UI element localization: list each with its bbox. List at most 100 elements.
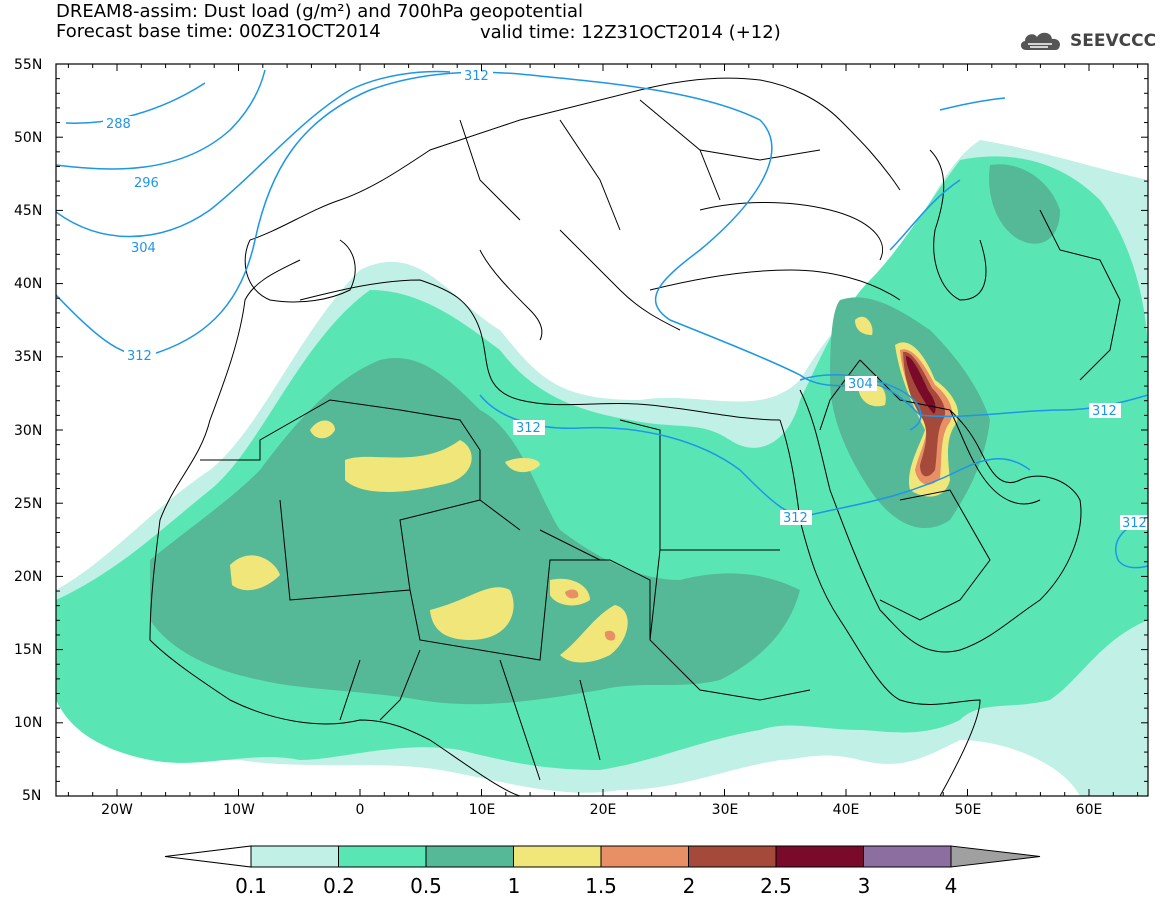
lat-label: 30N: [14, 423, 42, 439]
lat-label: 45N: [14, 203, 42, 219]
contour-296: [56, 69, 266, 170]
lat-label: 25N: [14, 496, 42, 512]
lat-label: 55N: [14, 57, 42, 73]
border-11: [459, 119, 621, 231]
dust-field-1-h: [855, 316, 873, 335]
lat-label: 50N: [14, 130, 42, 146]
border-9: [339, 649, 421, 721]
dust-field-1-b: [230, 555, 280, 591]
lon-label: 60E: [1076, 802, 1103, 818]
dust-field-1-5-sudan: [604, 630, 616, 641]
coastline-europe: [249, 77, 901, 241]
colorbar-box: [513, 845, 602, 868]
coastline-north-africa: [299, 279, 781, 421]
contour-288: [65, 82, 206, 124]
contour-304-mideast: [799, 374, 922, 431]
coastline-persian-gulf: [949, 409, 1041, 505]
coastline-black-sea: [699, 202, 883, 261]
border-8: [1039, 209, 1121, 381]
colorbar-box: [688, 845, 777, 868]
contour-304: [56, 70, 451, 238]
lon-label: 20E: [590, 802, 617, 818]
colorbar-tick: 0.1: [235, 874, 267, 898]
border-5: [649, 549, 811, 701]
lon-label: 10W: [223, 802, 255, 818]
colorbar-box: [600, 845, 689, 868]
dust-field-1-f: [310, 420, 335, 439]
cloud-icon: [1020, 32, 1061, 50]
colorbar-box: [775, 845, 864, 868]
border-10: [499, 659, 601, 781]
dust-field-2-5-gulf: [903, 351, 946, 477]
colorbar-tick: 4: [945, 874, 958, 898]
coastlines: [149, 77, 1121, 796]
lon-label: 20W: [101, 802, 133, 818]
seevccc-logo: SEEVCCC: [1018, 28, 1156, 54]
lat-label: 35N: [14, 349, 42, 365]
lon-label: 50E: [955, 802, 982, 818]
forecast-base-time: Forecast base time: 00Z31OCT2014: [56, 21, 381, 42]
coastline-iberia: [244, 239, 356, 303]
contour-label: 312: [1122, 516, 1147, 531]
dust-field-1-c: [430, 587, 514, 640]
border-12: [639, 99, 821, 201]
lon-label: 0: [356, 802, 365, 818]
dust-field-3-gulf: [906, 356, 936, 414]
dust-field-1-a: [345, 440, 472, 492]
axis-ticks: [56, 63, 1148, 797]
colorbar-tick: 0.2: [323, 874, 355, 898]
contour-label: 312: [464, 69, 489, 84]
colorbar-box: [863, 845, 952, 868]
geopotential-contours: [56, 69, 1148, 569]
logo-text: SEEVCCC: [1070, 31, 1157, 51]
lat-label: 10N: [14, 715, 42, 731]
border-7: [879, 489, 991, 621]
dust-field-0-5-caspian: [989, 164, 1060, 244]
valid-time: valid time: 12Z31OCT2014 (+12): [480, 22, 781, 43]
dust-field-1-e: [560, 605, 628, 663]
border-4: [539, 419, 780, 561]
dust-field-1-g: [505, 458, 540, 473]
colorbar-tick: 0.5: [410, 874, 442, 898]
contour-north: [939, 97, 1006, 111]
colorbar-under-triangle: [164, 845, 252, 868]
lon-labels: 20W 10W 0 10E 20E 30E 40E 50E 60E: [101, 802, 1102, 818]
dust-field-0-5: [150, 358, 800, 705]
coastline-west-africa: [149, 259, 521, 796]
contour-label: 312: [783, 511, 808, 526]
lon-label: 30E: [712, 802, 739, 818]
contour-label: 312: [1092, 404, 1117, 419]
lat-label: 20N: [14, 569, 42, 585]
dust-field-0-5-east: [830, 297, 990, 529]
map-title: DREAM8-assim: Dust load (g/m²) and 700hP…: [56, 1, 583, 22]
lat-label: 40N: [14, 276, 42, 292]
border-6: [819, 359, 951, 431]
contour-label: 288: [106, 117, 131, 132]
colorbar-tick: 1: [508, 874, 521, 898]
coastline-red-sea-east: [799, 389, 1082, 653]
colorbar-tick: 3: [858, 874, 871, 898]
contour-label: 312: [127, 349, 152, 364]
coastline-balkans: [559, 229, 681, 331]
colorbar-box: [425, 845, 514, 868]
contour-label: 312: [516, 421, 541, 436]
coastline-italy: [479, 249, 543, 341]
lat-labels: 55N 50N 45N 40N 35N 30N 25N 20N 15N 10N …: [14, 57, 42, 804]
lon-label: 40E: [833, 802, 860, 818]
border-1: [200, 399, 521, 531]
lon-label: 10E: [469, 802, 496, 818]
colorbar-tick: 2.5: [760, 874, 792, 898]
colorbar-tick: 2: [683, 874, 696, 898]
border-3: [409, 559, 651, 661]
contour-312-africa: [479, 394, 1031, 517]
contour-label-group: 288 296 304 312 312 312 312 304 312 312: [103, 68, 1148, 531]
contour-label: 304: [131, 241, 156, 256]
lat-label: 5N: [22, 788, 41, 804]
colorbar-boxes: [164, 845, 1041, 868]
coastline-red-sea-west: [779, 419, 981, 796]
colorbar-ticks: 0.1 0.2 0.5 1 1.5 2 2.5 3 4: [235, 874, 957, 898]
contour-312-main: [56, 71, 1148, 418]
colorbar-over-triangle: [950, 845, 1041, 868]
